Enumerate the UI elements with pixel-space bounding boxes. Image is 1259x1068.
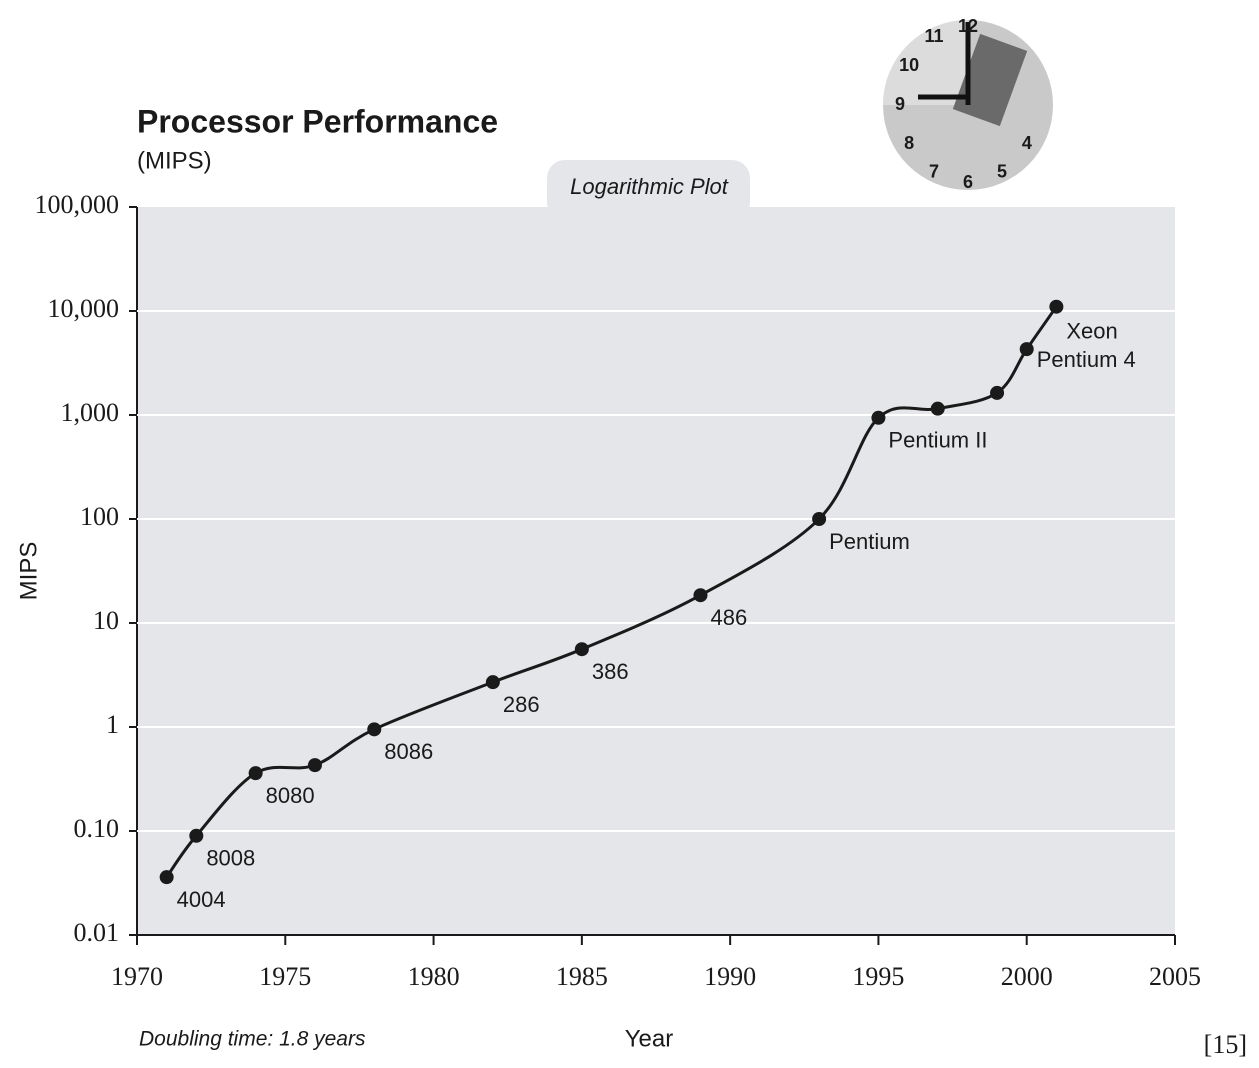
clock-sector [883,20,968,105]
line [165,305,1058,879]
point [367,722,382,737]
point-label: 286 [503,692,540,717]
chart-subtitle: (MIPS) [137,147,212,174]
plot-area [137,207,1175,935]
clock-number: 10 [899,55,919,75]
clock-number: 11 [924,26,943,46]
y-tick-label: 0.01 [74,918,120,947]
y-tick-label: 10 [93,606,119,635]
point-label: Pentium [829,529,910,554]
x-axis-label: Year [625,1025,674,1052]
y-tick-label: 100 [80,502,119,531]
clock-number: 7 [929,161,939,181]
clock-number: 4 [1022,133,1032,153]
clock-number: 6 [963,172,973,192]
x-tick-label: 1995 [852,962,904,991]
x-tick-label: 1990 [704,962,756,991]
point-label: 8086 [384,739,433,764]
y-tick-label: 1 [106,710,119,739]
clock-number: 12 [958,16,978,36]
note: Doubling time: 1.8 years [139,1028,366,1051]
clock-number: 5 [997,161,1007,181]
point-label: Pentium II [888,428,987,453]
point [812,512,827,526]
y-tick-label: 1,000 [61,398,120,427]
y-tick-label: 0.10 [74,814,120,843]
point-label: Pentium 4 [1037,347,1136,372]
annotation: Logarithmic Plot [570,174,729,199]
point [990,385,1005,400]
y-tick-label: 100,000 [35,190,120,219]
annotation-tab [547,160,750,220]
point-label: 8080 [266,783,315,808]
chip [952,33,1028,127]
clock-illustration [883,20,1053,190]
point [871,410,886,425]
point [189,828,204,843]
y-axis-label: MIPS [15,542,42,601]
point [574,642,589,657]
point [693,588,708,603]
x-tick-label: 1985 [556,962,608,991]
clock-number: 8 [904,133,914,153]
point-label: 8008 [206,846,255,871]
x-tick-label: 2000 [1001,962,1053,991]
point-label: Xeon [1066,319,1117,344]
point [485,675,500,690]
y-tick-label: 10,000 [48,294,120,323]
point [1019,342,1034,357]
point [930,401,945,416]
point-label: 486 [710,605,747,630]
x-tick-label: 1980 [408,962,460,991]
x-tick-label: 2005 [1149,962,1201,991]
point-label: 386 [592,659,629,684]
chart-title: Processor Performance [137,103,498,139]
point-label: 4004 [177,887,226,912]
x-tick-label: 1975 [259,962,311,991]
reference: [15] [1204,1030,1247,1059]
x-tick-label: 1970 [111,962,163,991]
point [248,766,263,781]
clock-number: 9 [895,94,905,114]
point [1049,299,1064,314]
point [159,870,174,885]
point [307,758,322,773]
